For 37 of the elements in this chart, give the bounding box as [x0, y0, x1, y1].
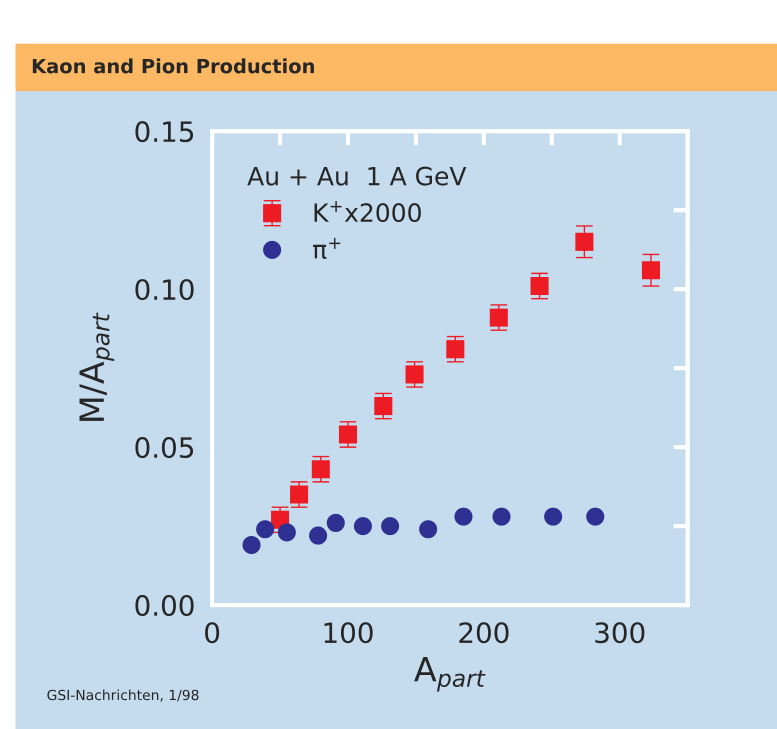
y-axis-title: M/A$_{part}$ — [79, 312, 114, 421]
point — [309, 526, 328, 545]
point — [312, 460, 330, 478]
point — [454, 508, 472, 526]
point — [490, 308, 508, 327]
y-tick-label: 0.05 — [135, 437, 194, 458]
point — [446, 340, 464, 358]
chart-title: Kaon and Pion Production — [32, 58, 314, 74]
point — [406, 365, 424, 384]
legend-label: K$^{+}$x2000 — [314, 201, 421, 222]
point — [290, 485, 308, 504]
point — [354, 517, 372, 536]
point — [242, 536, 261, 554]
point — [530, 276, 549, 296]
point — [544, 508, 562, 526]
legend-title: Au + Au 1 A GeV — [247, 166, 466, 186]
point — [326, 514, 345, 532]
point — [419, 520, 438, 538]
x-tick-label: 200 — [459, 622, 509, 644]
x-tick-label: 0 — [205, 622, 220, 644]
point — [256, 520, 274, 538]
point — [586, 508, 604, 526]
legend-label: π$^{+}$ — [313, 238, 340, 259]
x-tick-label: 100 — [324, 622, 373, 644]
y-tick-label: 0.15 — [135, 121, 194, 142]
point — [575, 232, 594, 251]
point — [381, 517, 400, 536]
point — [278, 523, 296, 542]
x-tick-label: 300 — [595, 622, 644, 644]
point — [374, 397, 392, 416]
point — [642, 261, 660, 280]
x-axis-title: A$_{part}$ — [414, 656, 486, 692]
point — [492, 508, 511, 526]
text: GSI-Nachrichten, 1/98 — [47, 689, 199, 702]
y-tick-label: 0.00 — [135, 595, 194, 616]
point — [338, 425, 358, 444]
y-tick-label: 0.10 — [135, 279, 194, 300]
